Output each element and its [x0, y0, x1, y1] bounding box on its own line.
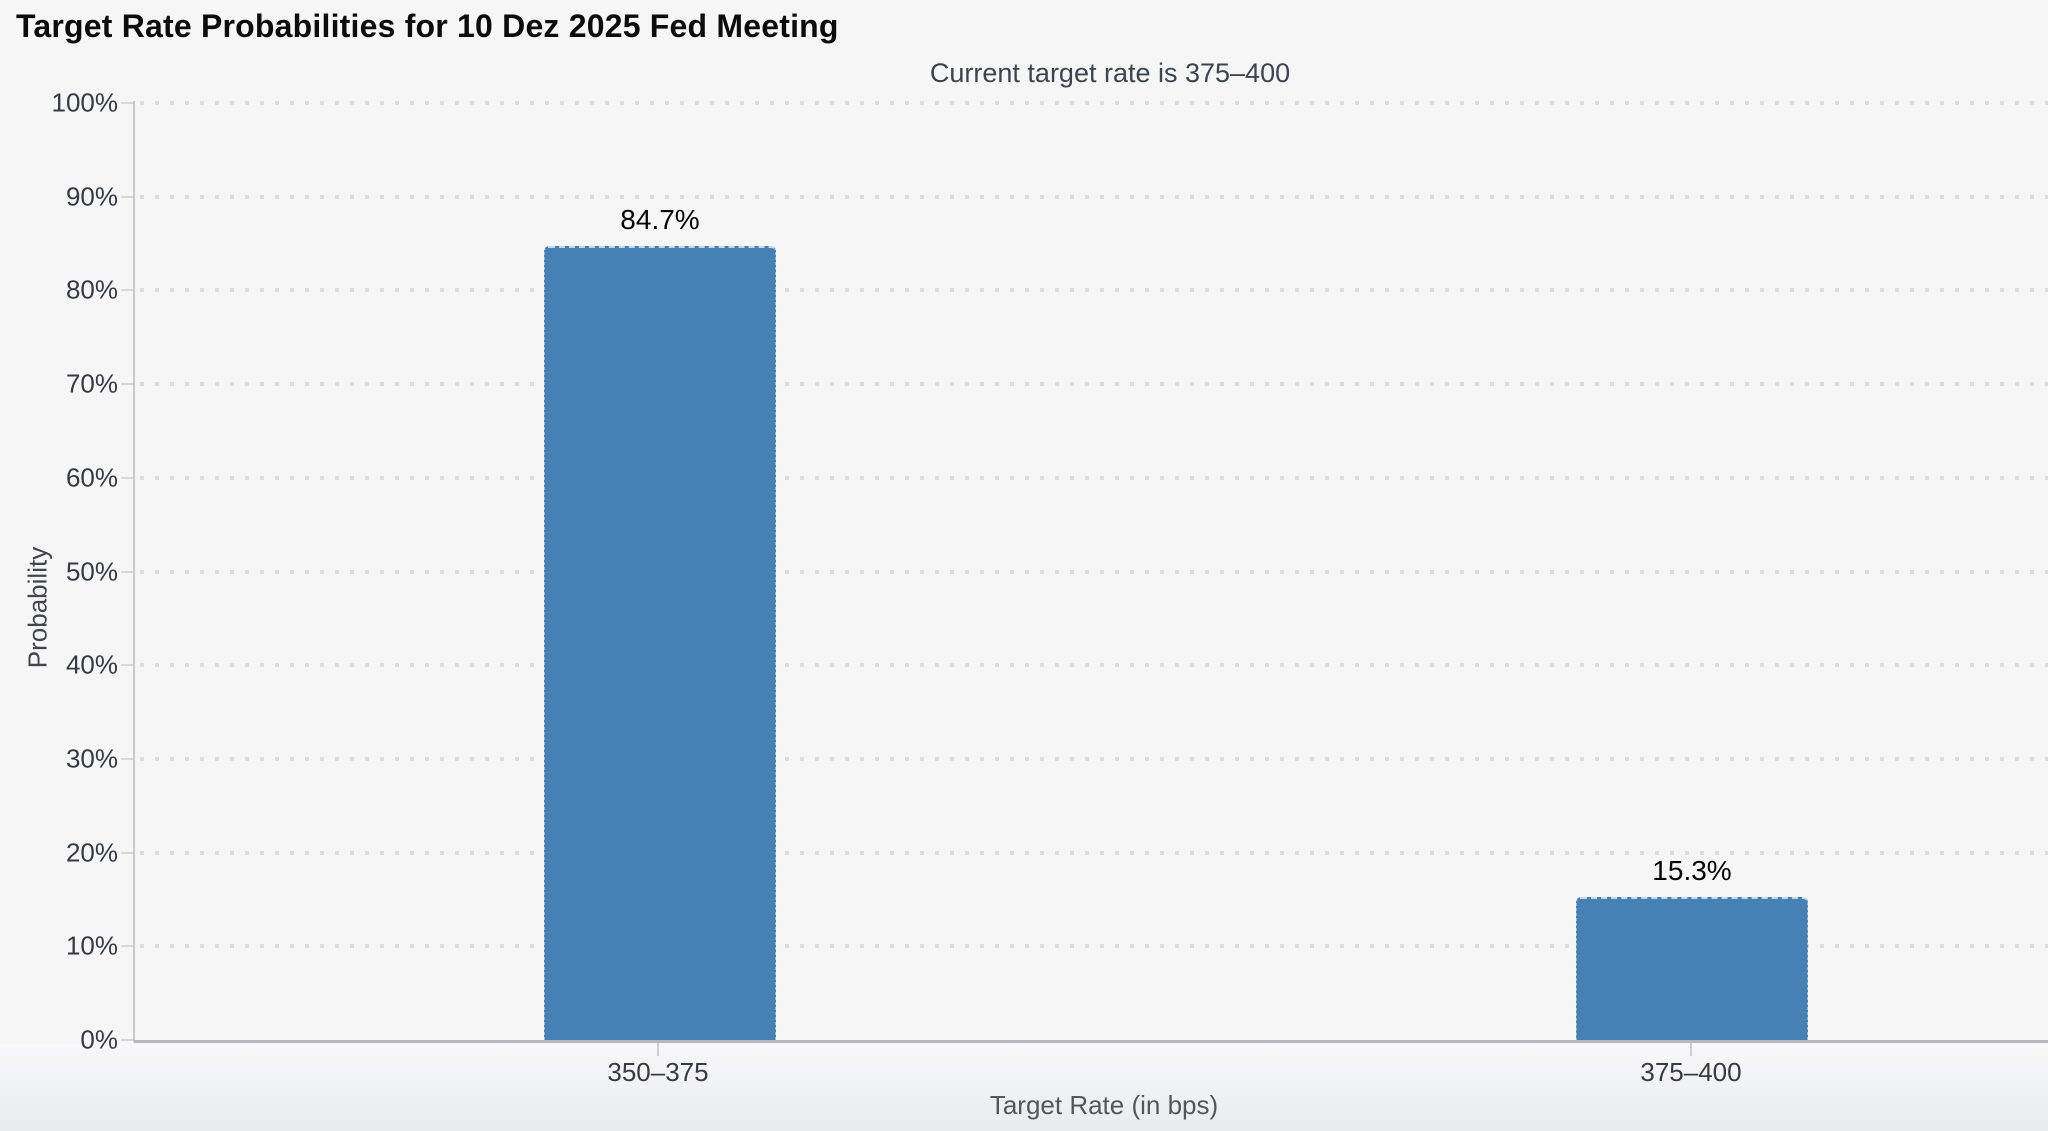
x-axis-title: Target Rate (in bps) — [989, 1090, 1219, 1120]
x-tick-mark — [657, 1043, 659, 1056]
y-gridline — [140, 663, 2048, 668]
y-tick-label: 80% — [65, 274, 118, 305]
y-axis-line — [133, 101, 135, 1042]
y-tick-mark — [121, 383, 134, 386]
y-gridline — [140, 569, 2048, 574]
y-gridline — [140, 944, 2048, 949]
y-tick-label: 20% — [65, 837, 118, 868]
y-tick-label: 40% — [65, 649, 118, 680]
y-tick-mark — [121, 102, 134, 104]
axis-footer-band — [0, 1044, 2048, 1131]
y-gridline — [140, 850, 2048, 855]
y-tick-mark — [121, 945, 134, 948]
bar-value-label: 15.3% — [1652, 854, 1732, 886]
y-tick-label: 100% — [51, 87, 119, 118]
y-gridline — [140, 382, 2048, 387]
chart-subtitle: Current target rate is 375–400 — [929, 58, 1291, 88]
probability-bar[interactable] — [1576, 896, 1808, 1040]
y-gridline — [140, 101, 2048, 105]
y-tick-mark — [121, 195, 134, 198]
y-tick-label: 0% — [80, 1024, 118, 1055]
y-tick-label: 60% — [65, 462, 118, 493]
y-tick-mark — [121, 757, 134, 760]
y-tick-mark — [121, 851, 134, 854]
y-tick-mark — [121, 1039, 134, 1041]
x-tick-label: 350–375 — [607, 1057, 709, 1087]
y-tick-mark — [121, 664, 134, 667]
bar-value-label: 84.7% — [620, 204, 700, 236]
y-axis-title: Probability — [22, 546, 53, 669]
y-tick-label: 50% — [65, 556, 118, 586]
y-gridline — [140, 194, 2048, 199]
y-tick-label: 30% — [65, 743, 118, 774]
y-tick-label: 70% — [65, 368, 118, 399]
x-tick-label: 375–400 — [1640, 1057, 1742, 1087]
y-gridline — [140, 288, 2048, 293]
chart-title: Target Rate Probabilities for 10 Dez 202… — [16, 8, 839, 44]
x-axis-line — [134, 1040, 2048, 1043]
y-gridline — [140, 475, 2048, 480]
y-tick-label: 90% — [65, 181, 118, 212]
y-tick-mark — [121, 570, 134, 573]
x-tick-mark — [1690, 1043, 1692, 1056]
y-gridline — [140, 756, 2048, 761]
y-tick-mark — [121, 476, 134, 479]
probability-bar[interactable] — [544, 246, 776, 1040]
y-tick-label: 10% — [65, 930, 118, 961]
y-tick-mark — [121, 289, 134, 292]
